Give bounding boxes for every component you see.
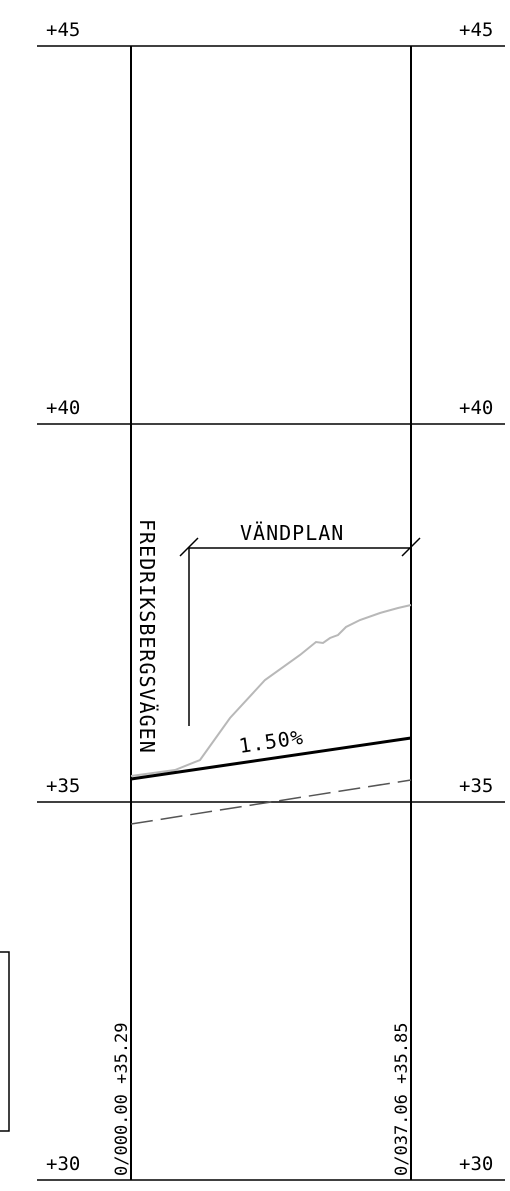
edge-bracket	[0, 952, 9, 1131]
section-label: VÄNDPLAN	[240, 521, 344, 545]
level-label-left-30: +30	[46, 1153, 80, 1175]
level-label-right-35: +35	[459, 775, 493, 797]
level-label-left-45: +45	[46, 19, 80, 41]
level-label-left-35: +35	[46, 775, 80, 797]
station-label-start: 0/000.00 +35.29	[112, 1022, 132, 1176]
station-label-end: 0/037.06 +35.85	[392, 1022, 412, 1176]
level-label-right-30: +30	[459, 1153, 493, 1175]
level-label-left-40: +40	[46, 397, 80, 419]
level-label-right-40: +40	[459, 397, 493, 419]
road-name-label: FREDRIKSBERGSVÄGEN	[135, 519, 159, 754]
section-frame	[131, 46, 411, 1180]
vandplan-dimension	[180, 538, 420, 726]
grade-label: 1.50%	[237, 725, 305, 758]
elevation-grid	[37, 46, 505, 1180]
level-label-right-45: +45	[459, 19, 493, 41]
